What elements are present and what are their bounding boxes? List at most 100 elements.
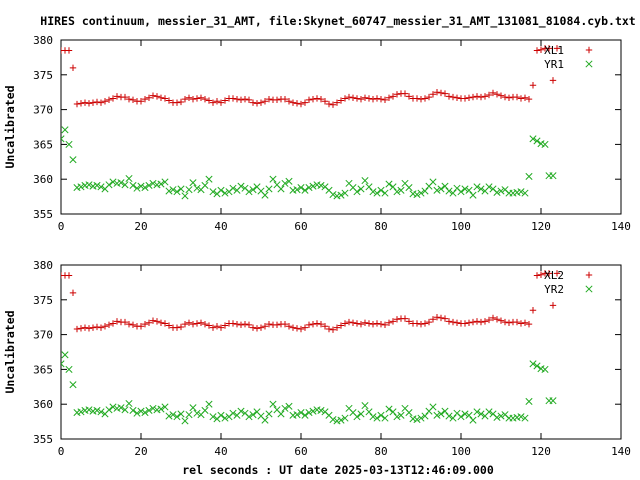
- data-point: [85, 100, 93, 107]
- data-point: [389, 408, 397, 416]
- data-point: [193, 409, 201, 417]
- data-point: [281, 320, 289, 328]
- y-tick-label: 370: [33, 329, 53, 342]
- data-point: [521, 414, 529, 422]
- data-point: [181, 417, 189, 425]
- data-point: [237, 321, 245, 329]
- data-point: [361, 94, 369, 101]
- data-point: [273, 96, 281, 104]
- legend-label: XL1: [544, 44, 564, 57]
- data-point: [253, 325, 261, 332]
- data-point: [253, 100, 261, 107]
- data-point: [281, 95, 289, 103]
- data-point: [61, 135, 65, 143]
- data-point: [533, 137, 541, 145]
- data-point: [485, 183, 493, 191]
- data-point: [309, 407, 317, 415]
- data-point: [249, 186, 257, 194]
- x-tick-label: 140: [611, 220, 631, 233]
- data-point: [393, 188, 401, 196]
- data-point: [353, 320, 361, 327]
- data-point: [401, 90, 409, 97]
- data-point: [429, 316, 437, 323]
- data-point: [85, 181, 93, 189]
- data-point: [449, 414, 457, 422]
- data-point: [373, 95, 381, 102]
- data-point: [489, 314, 497, 322]
- data-point: [81, 99, 89, 106]
- data-point: [217, 186, 225, 194]
- data-point: [293, 411, 301, 419]
- data-point: [437, 185, 445, 193]
- data-point: [101, 98, 109, 105]
- data-point: [421, 412, 429, 420]
- data-point: [305, 408, 313, 417]
- data-point: [65, 140, 73, 148]
- data-point: [217, 99, 225, 106]
- data-point: [465, 411, 473, 419]
- data-point: [469, 318, 477, 326]
- data-point: [445, 93, 453, 100]
- data-point: [205, 97, 213, 104]
- data-point: [381, 189, 389, 197]
- data-point: [469, 93, 477, 101]
- data-point: [417, 189, 425, 197]
- data-point: [365, 320, 373, 327]
- y-tick-label: 360: [33, 398, 53, 411]
- data-point: [133, 409, 141, 417]
- data-point: [377, 95, 385, 103]
- data-point: [349, 319, 357, 326]
- data-point: [213, 98, 221, 105]
- data-point: [93, 406, 101, 415]
- data-point: [73, 325, 81, 333]
- data-point: [373, 189, 381, 197]
- data-point: [121, 406, 129, 414]
- data-point: [185, 411, 193, 419]
- data-point: [197, 94, 205, 101]
- data-point: [161, 95, 169, 102]
- data-point: [309, 320, 317, 328]
- data-point: [353, 188, 361, 196]
- data-point: [461, 410, 469, 418]
- data-point: [297, 100, 305, 108]
- data-point: [365, 408, 373, 416]
- x-tick-label: 100: [451, 445, 471, 458]
- data-point: [149, 179, 157, 187]
- data-point: [421, 95, 429, 102]
- data-point: [337, 97, 345, 104]
- data-point: [541, 140, 549, 148]
- data-point: [105, 181, 113, 189]
- data-point: [477, 93, 485, 101]
- data-point: [185, 186, 193, 194]
- data-point: [201, 406, 209, 415]
- data-point: [145, 406, 153, 415]
- data-point: [341, 320, 349, 327]
- data-point: [413, 190, 421, 199]
- data-point: [497, 92, 505, 99]
- data-point: [121, 93, 129, 101]
- data-point: [217, 411, 225, 419]
- data-point: [469, 191, 477, 199]
- data-point: [285, 98, 293, 105]
- data-point: [193, 184, 201, 192]
- data-point: [429, 91, 437, 98]
- data-point: [345, 93, 353, 101]
- data-point: [525, 397, 533, 405]
- data-point: [413, 95, 421, 102]
- data-point: [377, 186, 385, 194]
- data-point: [69, 289, 77, 297]
- data-point: [165, 322, 173, 329]
- data-point: [473, 93, 481, 100]
- data-point: [301, 186, 309, 194]
- data-point: [445, 412, 453, 420]
- data-point: [277, 410, 285, 418]
- data-point: [405, 93, 413, 100]
- data-point: [477, 318, 485, 326]
- data-point: [113, 318, 121, 325]
- data-point: [517, 320, 525, 327]
- series-YR2: [61, 351, 557, 425]
- data-point: [521, 319, 529, 326]
- data-point: [373, 414, 381, 422]
- data-point: [481, 93, 489, 100]
- data-point: [313, 95, 321, 102]
